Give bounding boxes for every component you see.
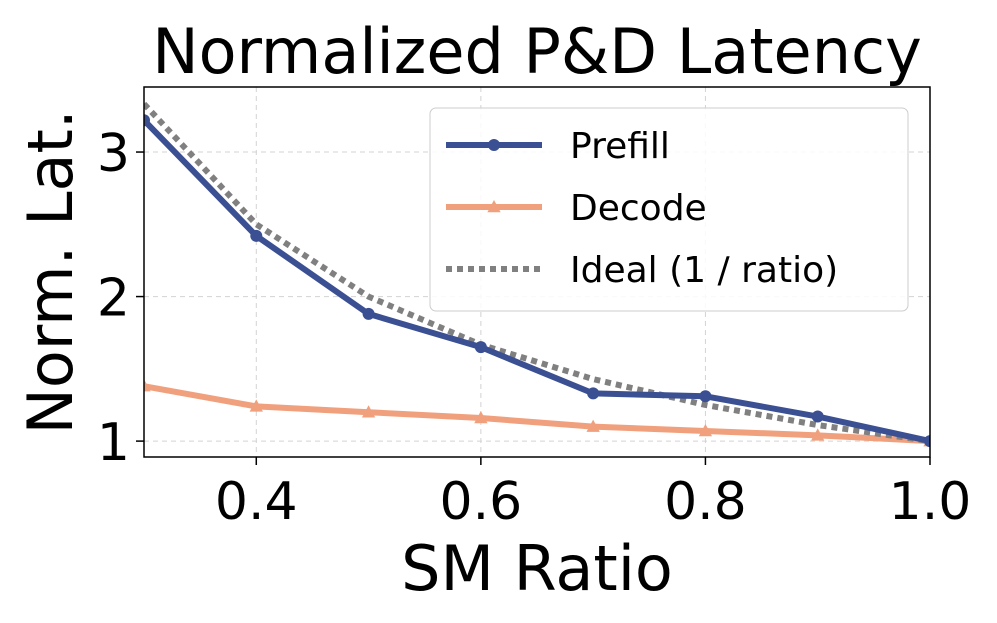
data-point <box>144 114 150 127</box>
series-line <box>144 117 930 445</box>
legend-item: Decode <box>446 188 707 229</box>
data-point <box>699 390 712 403</box>
series-ideal <box>144 101 930 445</box>
x-tick-label: 0.4 <box>215 472 298 532</box>
legend-box <box>429 107 909 312</box>
legend-marker <box>487 200 501 213</box>
legend-label: Prefill <box>570 126 670 167</box>
data-point <box>924 435 930 448</box>
legend: Prefill Decode Ideal (1 / ratio) <box>429 107 909 312</box>
data-point <box>249 399 263 412</box>
series-line <box>144 383 930 445</box>
legend-item: Ideal (1 / ratio) <box>446 250 838 291</box>
series-line <box>144 101 930 445</box>
y-tick-label: 3 <box>97 124 130 184</box>
y-axis-label: Norm. Lat. <box>14 109 87 434</box>
legend-marker <box>488 139 500 151</box>
data-point <box>474 341 487 354</box>
data-point <box>362 307 375 320</box>
x-tick-label: 0.6 <box>440 472 523 532</box>
data-point <box>586 419 600 432</box>
series-layer <box>144 101 930 448</box>
legend-label: Ideal (1 / ratio) <box>570 250 838 291</box>
ticks: 0.4 0.6 0.8 1.0 1 2 3 <box>97 124 971 532</box>
y-tick-label: 2 <box>97 269 130 329</box>
data-point <box>144 379 151 392</box>
data-point <box>587 387 600 400</box>
data-point <box>250 229 263 242</box>
data-point <box>361 405 376 418</box>
x-axis-label: SM Ratio <box>401 532 673 605</box>
plot-frame <box>143 86 931 458</box>
data-point <box>474 410 488 424</box>
x-tick-label: 0.8 <box>664 472 747 532</box>
y-tick-label: 1 <box>97 413 130 473</box>
chart-title: Normalized P&D Latency <box>152 15 922 88</box>
x-tick-label: 1.0 <box>889 472 972 532</box>
data-point <box>698 423 713 437</box>
legend-label: Decode <box>570 188 707 229</box>
data-point <box>811 428 825 441</box>
series-prefill <box>144 114 930 448</box>
legend-item: Prefill <box>446 126 670 167</box>
data-point <box>811 410 824 423</box>
